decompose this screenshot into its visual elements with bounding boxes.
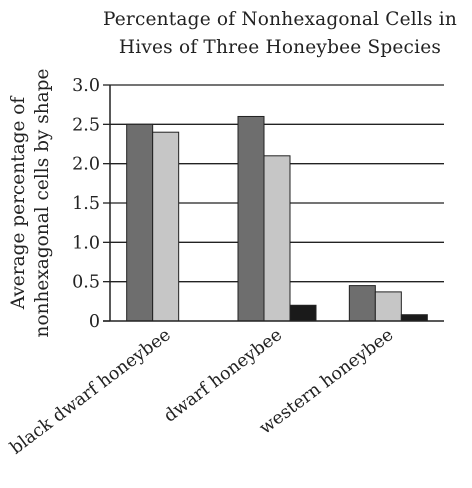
y-tick-labels: 0 0.5 1.0 1.5 2.0 2.5 3.0 xyxy=(72,76,100,332)
y-tick-label: 2.0 xyxy=(72,155,100,175)
bar xyxy=(238,116,264,321)
y-tick-label: 0.5 xyxy=(72,273,100,293)
y-tick-label: 2.5 xyxy=(72,115,100,135)
bars xyxy=(127,116,428,321)
y-tick-label: 3.0 xyxy=(72,76,100,96)
y-tick-label: 1.5 xyxy=(72,194,100,214)
bar xyxy=(401,315,427,321)
x-tick-label: dwarf honeybee xyxy=(160,325,286,427)
x-tick-label: black dwarf honeybee xyxy=(7,325,175,459)
y-tick-label: 1.0 xyxy=(72,233,100,253)
bar xyxy=(127,124,153,321)
bar xyxy=(290,305,316,321)
bar xyxy=(153,132,179,321)
y-tick-label: 0 xyxy=(89,312,100,332)
bar xyxy=(349,286,375,321)
bar xyxy=(375,292,401,321)
bar xyxy=(264,156,290,321)
